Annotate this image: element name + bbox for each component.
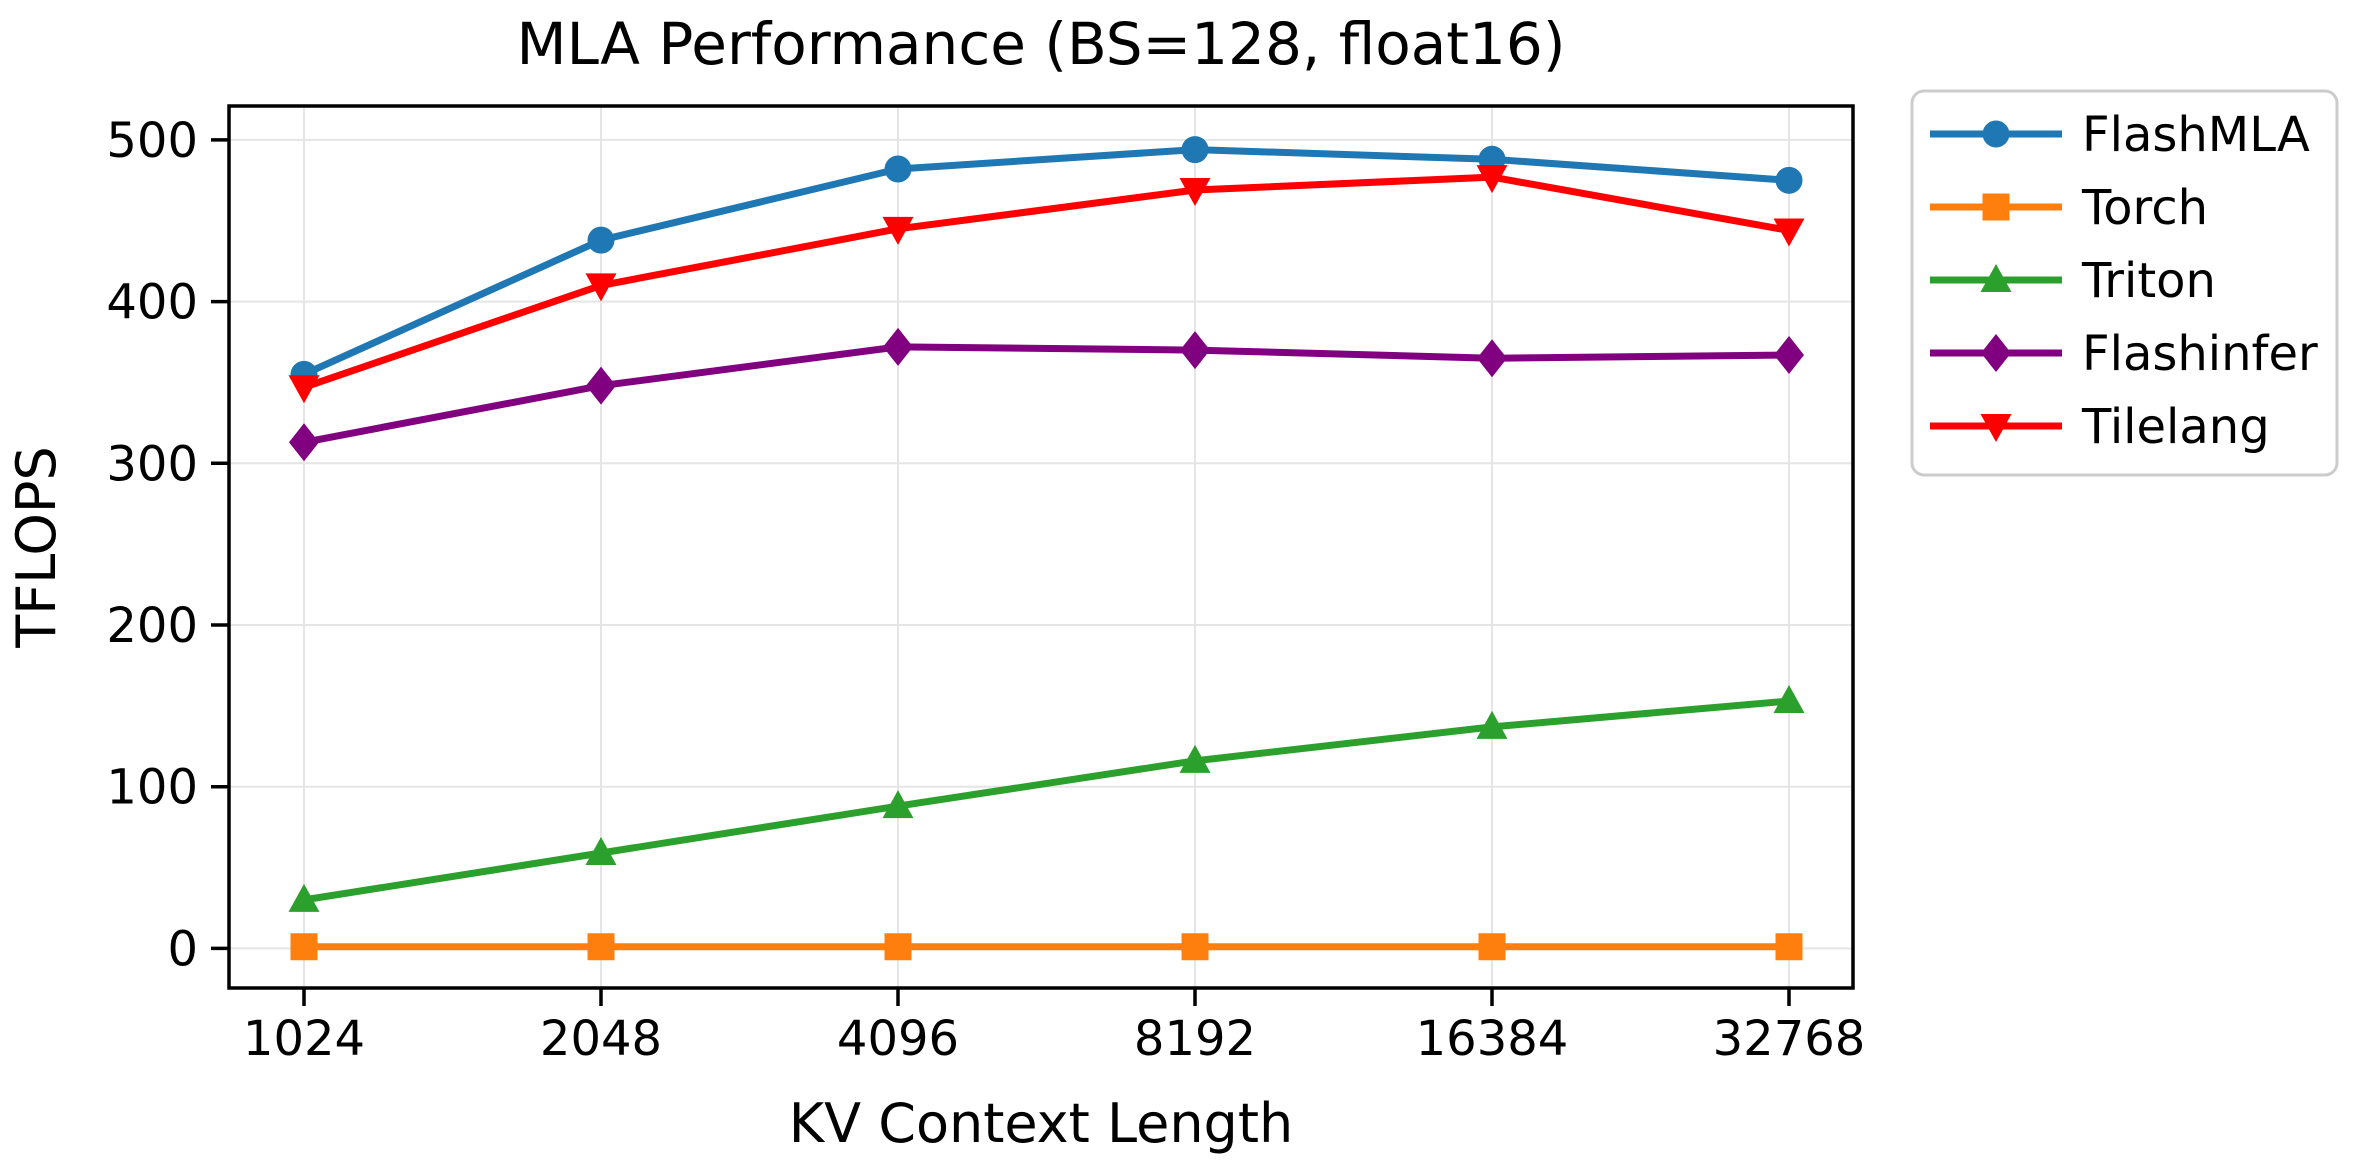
diamond-marker — [289, 423, 319, 462]
legend-item-torch: Torch — [1930, 180, 2208, 236]
diamond-marker — [586, 366, 616, 405]
legend-box — [1910, 89, 2339, 477]
triangle-down-marker — [882, 216, 914, 245]
square-marker — [1478, 933, 1506, 961]
triangle-down-marker — [288, 375, 320, 404]
triangle-down-marker — [1476, 165, 1508, 194]
circle-marker — [1982, 120, 2010, 148]
diamond-marker — [1981, 334, 2011, 372]
x-tick-label: 2048 — [540, 1011, 662, 1067]
diamond-marker — [1180, 331, 1210, 370]
triangle-up-marker — [1476, 710, 1508, 739]
triangle-up-marker — [1980, 264, 2012, 292]
x-tick-label: 4096 — [837, 1011, 959, 1067]
y-tick-label: 0 — [167, 921, 198, 977]
legend: FlashMLA Torch Triton Flashinfer Tilelang — [1910, 89, 2339, 477]
series-flashmla — [290, 136, 1803, 388]
y-tick-label: 300 — [106, 436, 198, 492]
y-axis-label: TFLOPS — [5, 446, 68, 649]
circle-marker — [884, 155, 912, 183]
y-tick-label: 400 — [106, 275, 198, 331]
triangle-down-marker — [1179, 178, 1211, 207]
triangle-up-marker — [1773, 684, 1805, 713]
legend-label: Torch — [2081, 180, 2208, 236]
diamond-marker — [1477, 339, 1507, 378]
y-tick-label: 500 — [106, 113, 198, 169]
triangle-up-marker — [585, 836, 617, 865]
square-marker — [1982, 193, 2010, 221]
plot-border — [227, 104, 1855, 990]
square-marker — [587, 933, 615, 961]
legend-item-flashinfer: Flashinfer — [1930, 326, 2318, 382]
triangle-up-marker — [1179, 744, 1211, 773]
series-layer — [288, 136, 1805, 961]
circle-marker — [1181, 136, 1209, 164]
grid-layer — [229, 106, 1853, 988]
triangle-down-marker — [1980, 414, 2012, 442]
legend-item-flashmla: FlashMLA — [1930, 107, 2310, 163]
legend-item-tilelang: Tilelang — [1930, 399, 2270, 455]
x-tick-label: 32768 — [1713, 1011, 1866, 1067]
x-tick-label: 1024 — [243, 1011, 365, 1067]
y-tick-label: 200 — [106, 598, 198, 654]
triangle-up-marker — [288, 883, 320, 912]
legend-label: FlashMLA — [2082, 107, 2310, 163]
triangle-up-marker — [882, 790, 914, 819]
x-tick-label: 16384 — [1416, 1011, 1569, 1067]
series-flashinfer — [289, 327, 1804, 462]
circle-marker — [587, 226, 615, 254]
legend-label: Flashinfer — [2082, 326, 2318, 382]
diamond-marker — [883, 327, 913, 366]
square-marker — [1775, 933, 1803, 961]
tick-layer: 0 100 200 300 400 500 1024 2048 4096 8192 16384 327… — [106, 113, 1865, 1067]
series-line — [302, 173, 1790, 391]
series-torch — [290, 933, 1803, 961]
series-line — [302, 146, 1790, 378]
legend-label: Tilelang — [2081, 399, 2270, 455]
legend-item-triton: Triton — [1930, 253, 2216, 309]
x-axis-label: KV Context Length — [789, 1092, 1293, 1155]
chart-title: MLA Performance (BS=128, float16) — [517, 10, 1566, 78]
triangle-down-marker — [1773, 218, 1805, 247]
series-line — [303, 343, 1790, 446]
square-marker — [884, 933, 912, 961]
square-marker — [1181, 933, 1209, 961]
diamond-marker — [1774, 335, 1804, 374]
series-triton — [288, 684, 1805, 912]
square-marker — [290, 933, 318, 961]
y-tick-label: 100 — [106, 760, 198, 816]
x-tick-label: 8192 — [1134, 1011, 1256, 1067]
series-tilelang — [288, 165, 1805, 404]
series-line — [303, 697, 1790, 904]
circle-marker — [1775, 166, 1803, 194]
legend-label: Triton — [2081, 253, 2216, 309]
triangle-down-marker — [585, 273, 617, 302]
